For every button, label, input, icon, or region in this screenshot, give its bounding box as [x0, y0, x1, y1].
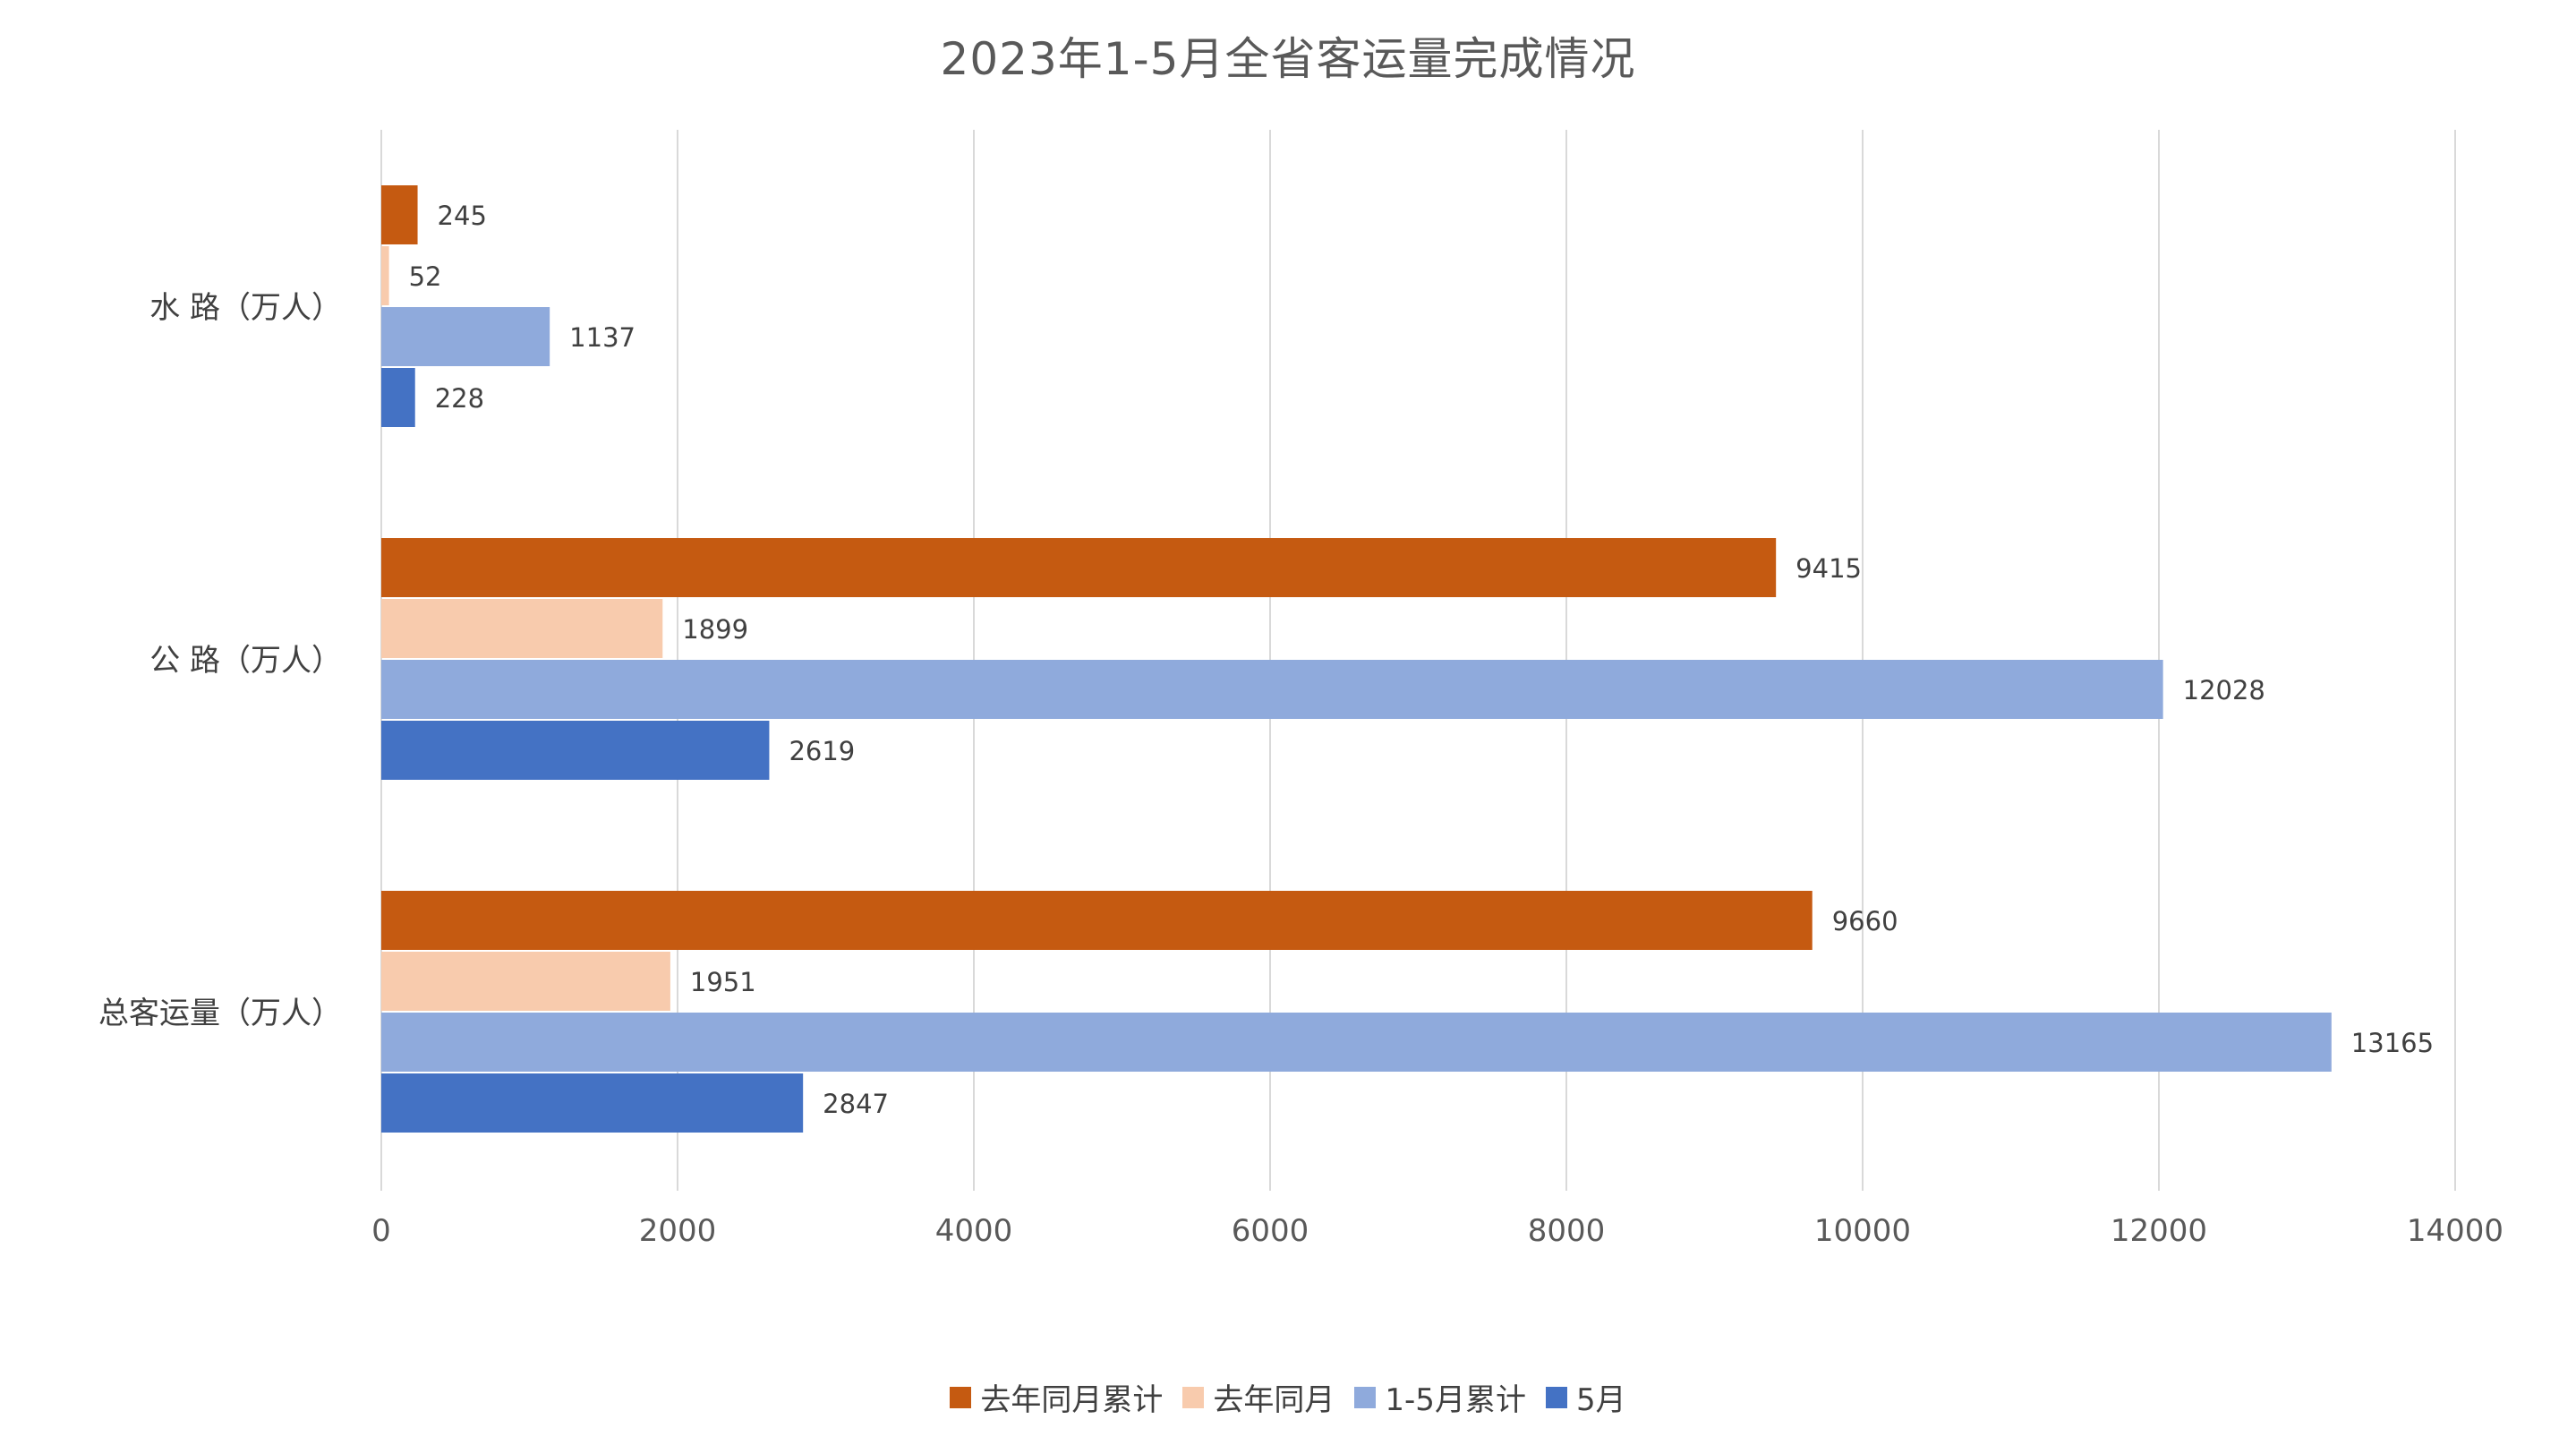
data-label: 13165 — [2351, 1028, 2434, 1058]
x-tick-label: 14000 — [2407, 1213, 2503, 1249]
data-label: 9660 — [1832, 906, 1898, 936]
chart-legend: 去年同月累计 去年同月 1-5月累计 5月 — [0, 1375, 2576, 1419]
bar — [381, 307, 550, 366]
x-tick-label: 8000 — [1528, 1213, 1606, 1249]
x-tick-label: 10000 — [1814, 1213, 1911, 1249]
legend-item: 5月 — [1545, 1375, 1626, 1419]
legend-item: 1-5月累计 — [1354, 1375, 1526, 1419]
x-tick-label: 12000 — [2111, 1213, 2207, 1249]
bar — [381, 660, 2163, 719]
data-label: 52 — [409, 261, 442, 292]
bar — [381, 185, 418, 244]
data-label: 2619 — [789, 736, 855, 766]
chart-title: 2023年1-5月全省客运量完成情况 — [940, 33, 1636, 85]
data-label: 245 — [438, 201, 487, 231]
legend-label: 去年同月累计 — [980, 1382, 1164, 1418]
legend-label: 1-5月累计 — [1385, 1382, 1526, 1418]
legend-item: 去年同月 — [1182, 1375, 1335, 1419]
data-label: 12028 — [2183, 675, 2265, 705]
bar — [381, 721, 770, 780]
data-label: 228 — [435, 383, 484, 414]
legend-item: 去年同月累计 — [950, 1375, 1163, 1419]
bar — [381, 1013, 2332, 1072]
data-label: 1899 — [682, 614, 748, 645]
bar — [381, 246, 389, 305]
data-label: 1137 — [569, 322, 635, 353]
legend-label: 5月 — [1575, 1382, 1626, 1418]
bar — [381, 368, 415, 427]
legend-label: 去年同月 — [1213, 1382, 1335, 1418]
data-label: 1951 — [690, 967, 756, 997]
bar — [381, 891, 1813, 950]
category-label: 总客运量（万人） — [98, 996, 342, 1031]
legend-swatch — [950, 1386, 972, 1408]
bar — [381, 952, 670, 1011]
x-tick-label: 6000 — [1232, 1213, 1309, 1249]
bar — [381, 1073, 804, 1133]
bar — [381, 538, 1777, 597]
x-tick-label: 2000 — [639, 1213, 717, 1249]
chart-plot-svg: 0 2000 4000 6000 8000 10000 12000 14000 水 路（万人） 公… — [98, 130, 2503, 1249]
legend-swatch — [1354, 1386, 1377, 1408]
data-label: 2847 — [823, 1089, 889, 1119]
bar — [381, 599, 663, 658]
category-label: 公 路（万人） — [149, 643, 342, 679]
x-tick-label: 0 — [371, 1213, 391, 1249]
legend-swatch — [1545, 1386, 1567, 1408]
legend-swatch — [1182, 1386, 1205, 1408]
category-label: 水 路（万人） — [149, 290, 342, 326]
x-tick-label: 4000 — [935, 1213, 1013, 1249]
data-label: 9415 — [1796, 553, 1862, 584]
